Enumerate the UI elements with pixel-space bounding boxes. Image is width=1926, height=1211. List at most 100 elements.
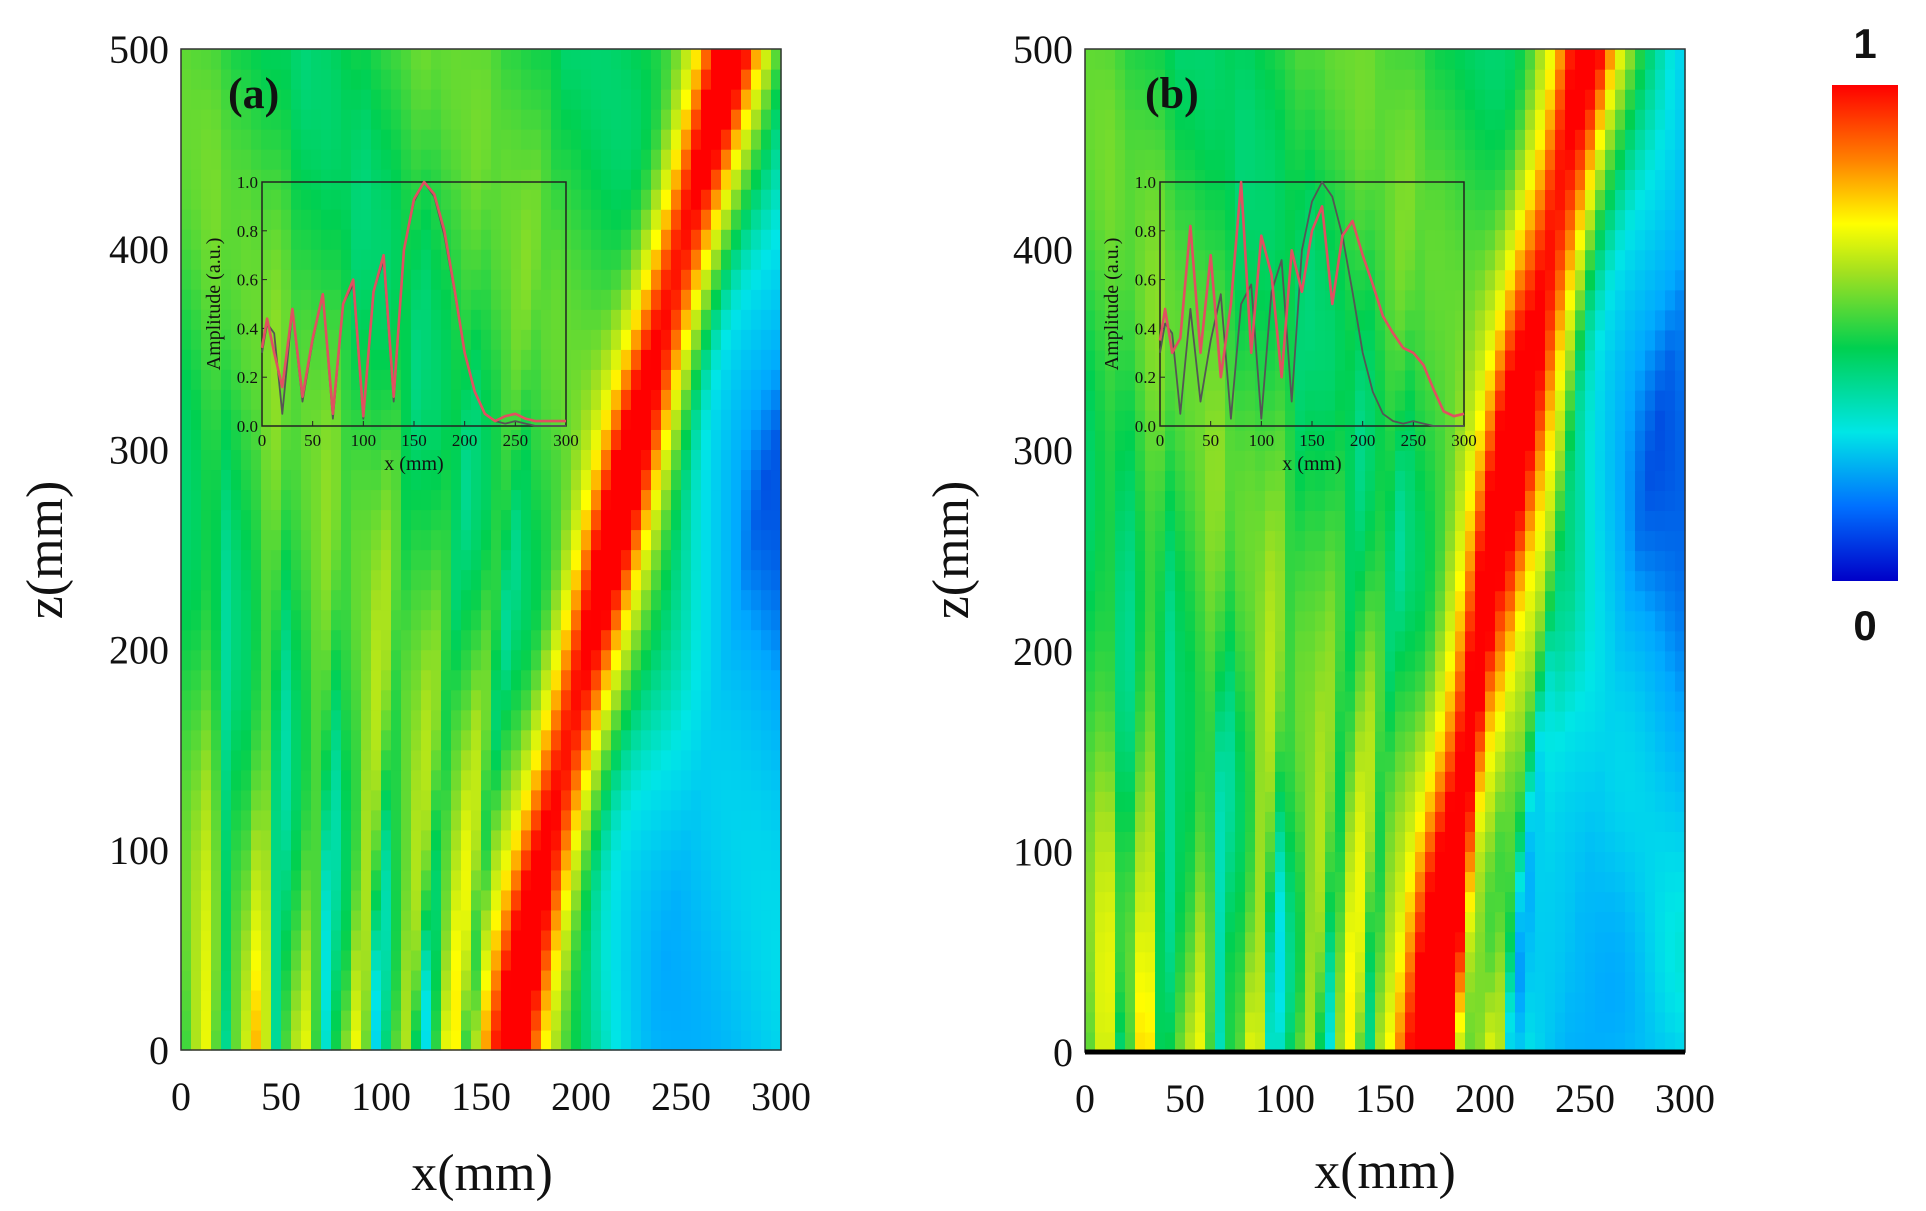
heatmap-cell [261, 409, 272, 430]
heatmap-cell [1585, 991, 1596, 1013]
heatmap-cell [1295, 470, 1306, 491]
heatmap-cell [701, 69, 712, 90]
heatmap-cell [561, 809, 572, 831]
heatmap-cell [561, 929, 572, 951]
heatmap-cell [1085, 1011, 1096, 1033]
heatmap-cell [691, 149, 702, 170]
heatmap-cell [601, 169, 612, 190]
heatmap-cell [431, 849, 442, 871]
heatmap-cell [1535, 630, 1546, 652]
heatmap-cell [1155, 450, 1166, 471]
heatmap-cell [481, 629, 492, 651]
heatmap-cell [1375, 570, 1386, 592]
heatmap-cell [741, 429, 752, 450]
heatmap-cell [411, 889, 422, 911]
heatmap-cell [591, 249, 602, 270]
heatmap-cell [501, 929, 512, 951]
heatmap-cell [1565, 831, 1576, 852]
heatmap-cell [1395, 590, 1406, 612]
heatmap-cell [651, 89, 662, 110]
heatmap-cell [1155, 550, 1166, 572]
heatmap-cell [361, 729, 372, 751]
heatmap-cell [1115, 931, 1126, 953]
heatmap-cell [1665, 450, 1676, 471]
heatmap-cell [1225, 851, 1236, 873]
heatmap-cell [361, 289, 372, 310]
heatmap-cell [231, 769, 242, 791]
heatmap-cell [551, 1009, 562, 1031]
heatmap-cell [1545, 931, 1556, 953]
heatmap-cell [521, 629, 532, 651]
heatmap-cell [431, 689, 442, 711]
heatmap-cell [371, 909, 382, 931]
heatmap-cell [1295, 390, 1306, 411]
heatmap-cell [441, 429, 452, 450]
heatmap-cell [1275, 670, 1286, 692]
heatmap-cell [1255, 871, 1266, 893]
heatmap-cell [1255, 410, 1266, 431]
heatmap-cell [1265, 690, 1276, 712]
heatmap-cell [611, 1029, 622, 1051]
heatmap-cell [1315, 971, 1326, 993]
heatmap-cell [1395, 991, 1406, 1013]
heatmap-cell [1525, 450, 1536, 471]
heatmap-cell [1425, 590, 1436, 612]
heatmap-cell [251, 849, 262, 871]
heatmap-cell [251, 269, 262, 290]
heatmap-cell [671, 949, 682, 971]
heatmap-cell [681, 749, 692, 771]
heatmap-cell [1205, 450, 1216, 471]
heatmap-cell [1635, 911, 1646, 933]
heatmap-cell [471, 989, 482, 1011]
heatmap-cell [501, 349, 512, 370]
heatmap-cell [741, 289, 752, 310]
heatmap-cell [341, 769, 352, 791]
heatmap-cell [1265, 490, 1276, 511]
heatmap-cell [1245, 791, 1256, 812]
heatmap-cell [771, 669, 782, 691]
heatmap-cell [1425, 931, 1436, 953]
heatmap-cell [391, 369, 402, 390]
heatmap-cell [701, 149, 712, 170]
heatmap-cell [1415, 951, 1426, 973]
heatmap-cell [1235, 971, 1246, 993]
heatmap-cell [321, 669, 332, 691]
heatmap-cell [311, 669, 322, 691]
heatmap-cell [581, 229, 592, 250]
heatmap-cell [1085, 650, 1096, 672]
heatmap-cell [401, 869, 412, 891]
heatmap-cell [1335, 510, 1346, 532]
heatmap-cell [671, 769, 682, 791]
heatmap-cell [681, 1009, 692, 1031]
heatmap-cell [1275, 831, 1286, 852]
heatmap-cell [1105, 530, 1116, 552]
heatmap-cell [551, 289, 562, 310]
heatmap-cell [591, 949, 602, 971]
heatmap-cell [761, 649, 772, 671]
heatmap-cell [1575, 951, 1586, 973]
heatmap-cell [1615, 610, 1626, 632]
heatmap-cell [1315, 951, 1326, 973]
heatmap-cell [741, 69, 752, 90]
heatmap-cell [1165, 390, 1176, 411]
heatmap-cell [751, 229, 762, 250]
heatmap-cell [371, 469, 382, 491]
heatmap-cell [1395, 1031, 1406, 1053]
heatmap-cell [1285, 570, 1296, 592]
heatmap-cell [281, 229, 292, 250]
heatmap-cell [431, 149, 442, 170]
heatmap-cell [1205, 791, 1216, 812]
heatmap-cell [1105, 751, 1116, 772]
heatmap-cell [1635, 811, 1646, 832]
heatmap-cell [1495, 871, 1506, 893]
heatmap-cell [201, 729, 212, 751]
heatmap-cell [351, 869, 362, 891]
heatmap-cell [521, 69, 532, 90]
heatmap-cell [701, 649, 712, 671]
heatmap-cell [251, 449, 262, 471]
heatmap-cell [1465, 971, 1476, 993]
heatmap-cell [711, 1009, 722, 1031]
heatmap-cell [301, 509, 312, 531]
heatmap-cell [211, 749, 222, 771]
heatmap-cell [1485, 831, 1496, 852]
